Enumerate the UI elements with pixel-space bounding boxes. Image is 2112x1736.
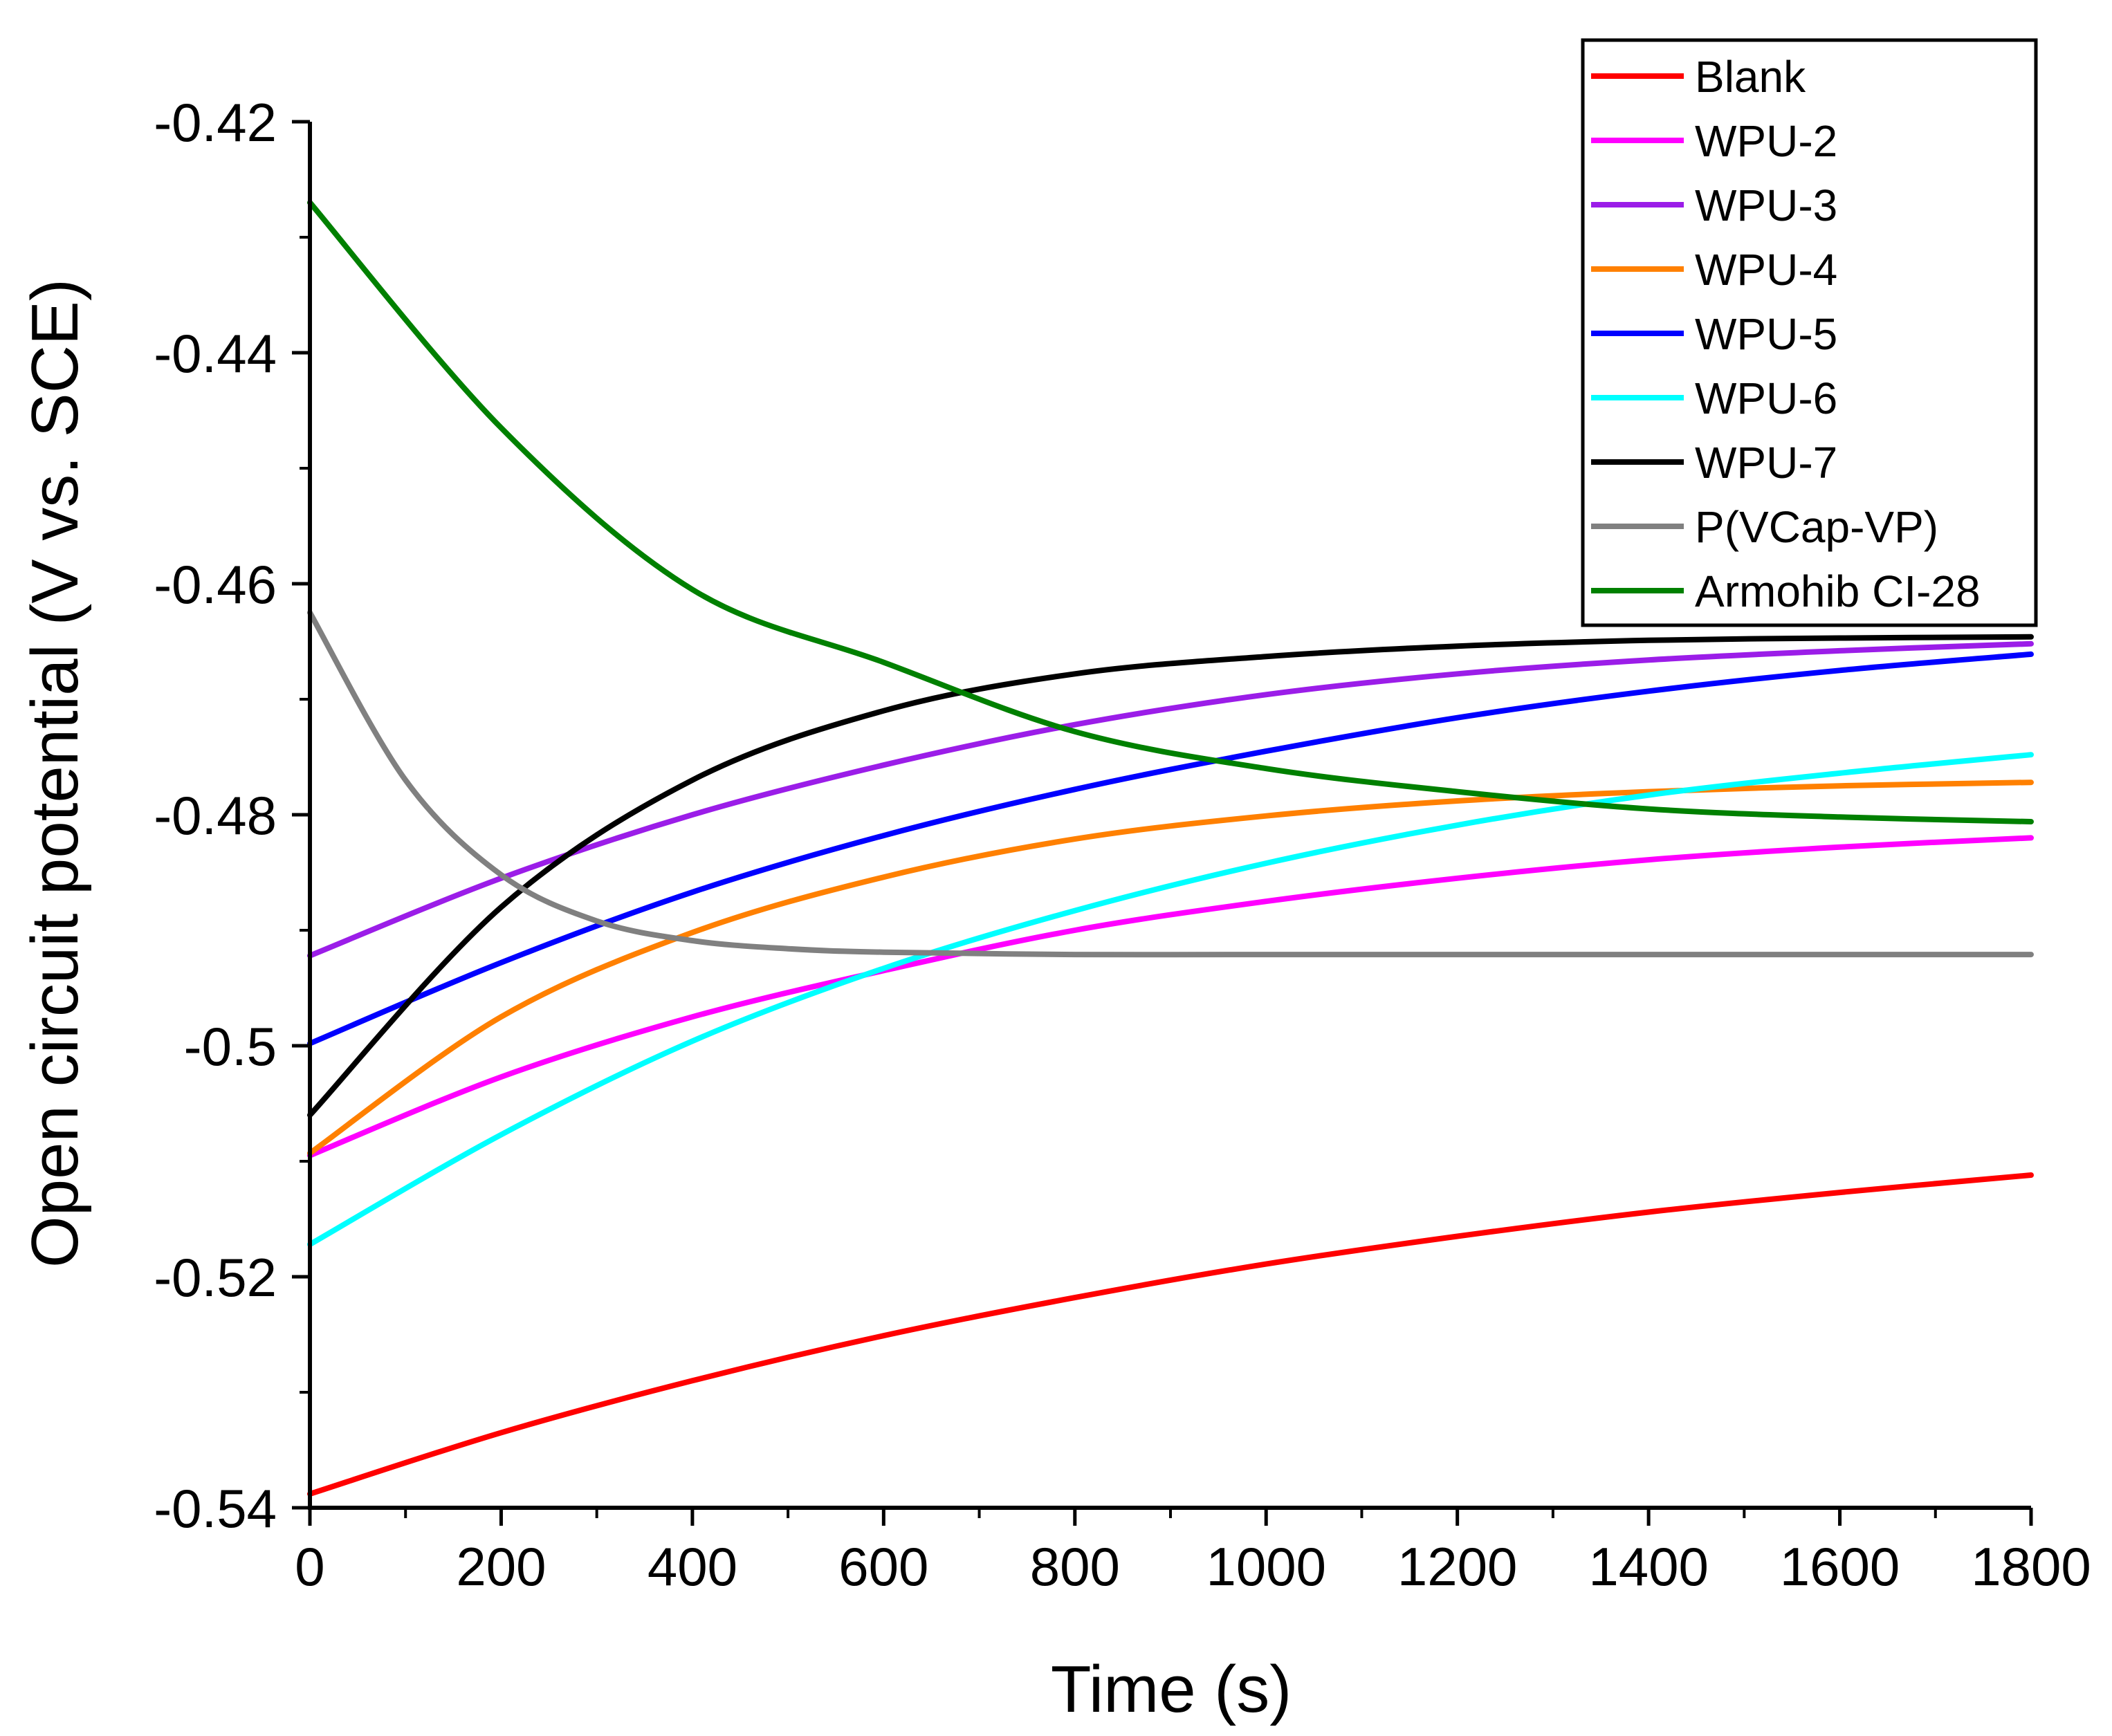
y-tick-label: -0.46 bbox=[154, 554, 277, 615]
legend-label-6: WPU-6 bbox=[1695, 373, 1837, 423]
y-tick-label: -0.54 bbox=[154, 1478, 277, 1539]
x-tick-label: 0 bbox=[295, 1536, 324, 1597]
series-line-2 bbox=[307, 835, 2034, 1158]
x-tick-label: 600 bbox=[838, 1536, 928, 1597]
legend-label-5: WPU-5 bbox=[1695, 309, 1837, 359]
x-axis-title: Time (s) bbox=[1051, 1652, 1292, 1726]
legend-label-2: WPU-2 bbox=[1695, 116, 1837, 166]
x-tick-label: 1600 bbox=[1780, 1536, 1900, 1597]
series-line-4 bbox=[307, 779, 2034, 1156]
x-tick-label: 1400 bbox=[1588, 1536, 1709, 1597]
legend-label-9: Armohib CI-28 bbox=[1695, 566, 1981, 616]
series-line-1 bbox=[307, 1172, 2034, 1497]
legend: Blank WPU-2 WPU-3 WPU-4 WPU-5 WPU-6 WPU-7 P(VCa… bbox=[1581, 38, 2038, 627]
series-line-5 bbox=[307, 651, 2034, 1046]
series-line-3 bbox=[307, 640, 2034, 959]
legend-label-1: Blank bbox=[1695, 52, 1806, 102]
y-tick-label: -0.48 bbox=[154, 785, 277, 846]
x-tick-label: 1800 bbox=[1971, 1536, 2091, 1597]
legend-label-3: WPU-3 bbox=[1695, 181, 1837, 230]
series-line-8 bbox=[307, 609, 2034, 958]
y-tick-label: -0.5 bbox=[184, 1016, 277, 1077]
y-tick-label: -0.42 bbox=[154, 92, 277, 153]
legend-label-7: WPU-7 bbox=[1695, 438, 1837, 488]
series-layer bbox=[307, 199, 2034, 1497]
series-line-9 bbox=[307, 199, 2034, 824]
x-tick-label: 1000 bbox=[1206, 1536, 1326, 1597]
y-tick-label: -0.52 bbox=[154, 1247, 277, 1308]
series-line-7 bbox=[307, 634, 2034, 1118]
x-tick-label: 400 bbox=[648, 1536, 737, 1597]
x-tick-label: 1200 bbox=[1397, 1536, 1518, 1597]
y-tick-label: -0.44 bbox=[154, 323, 277, 384]
legend-label-4: WPU-4 bbox=[1695, 245, 1837, 295]
axes-layer: 0 200 400 600 800 1000 1200 1400 1600 1800 -0.54 -0… bbox=[154, 92, 2091, 1597]
legend-label-8: P(VCap-VP) bbox=[1695, 502, 1938, 552]
series-line-6 bbox=[307, 752, 2034, 1248]
x-tick-label: 200 bbox=[456, 1536, 546, 1597]
y-axis-title: Open circuit potential (V vs. SCE) bbox=[18, 279, 92, 1268]
x-tick-label: 800 bbox=[1030, 1536, 1120, 1597]
